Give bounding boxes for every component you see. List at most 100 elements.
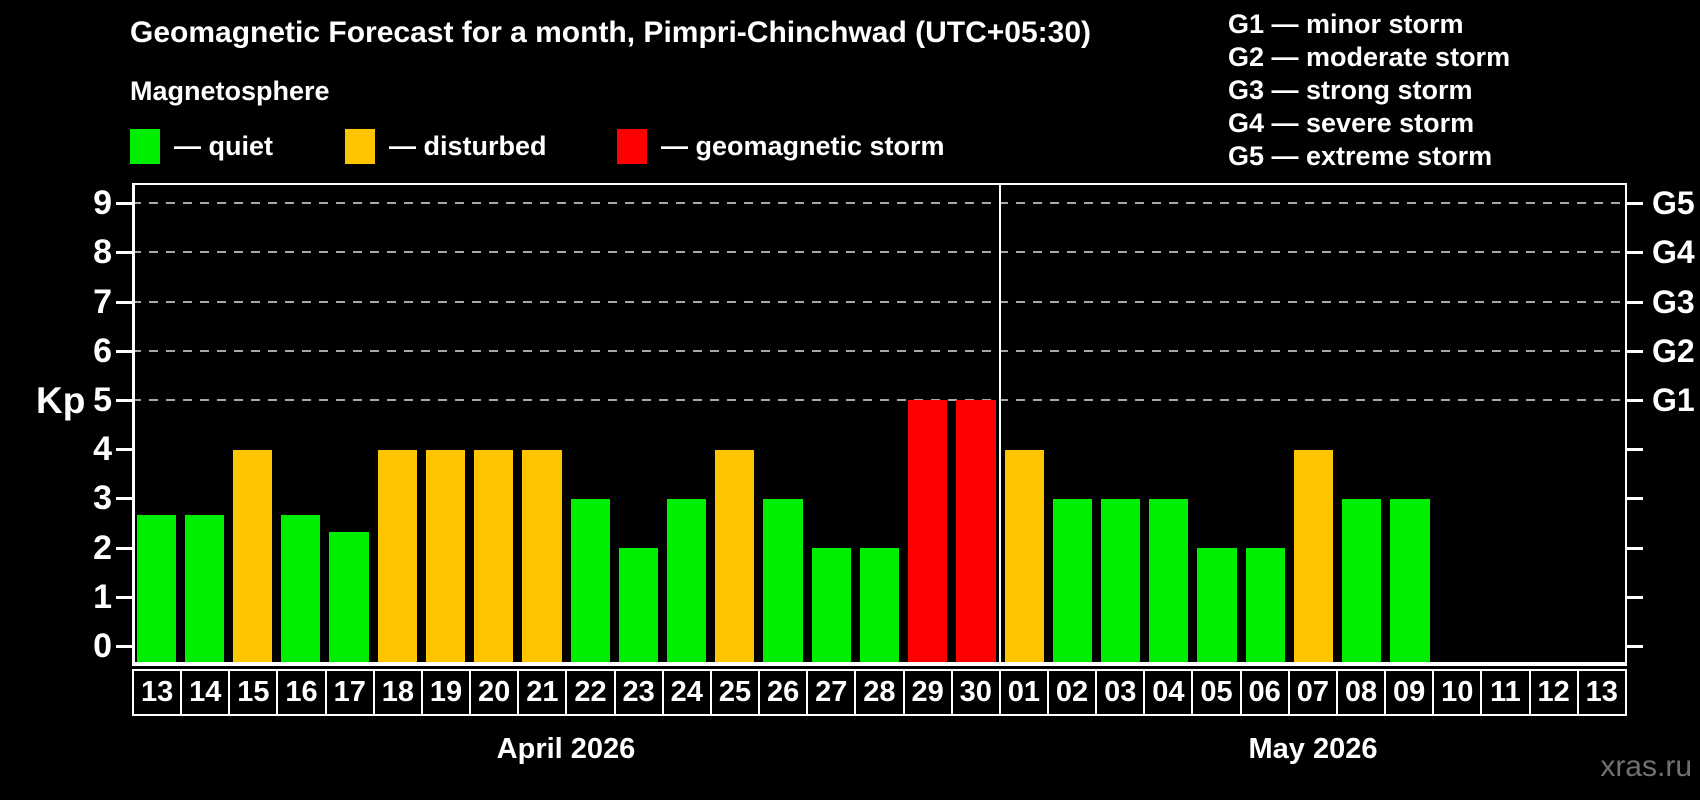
kp-bar-28-quiet [859,547,900,666]
right-axis-label-g5: G5 [1652,185,1695,222]
legend-label-storm: — geomagnetic storm [661,131,945,161]
kp-bar-29-storm [908,400,948,666]
kp-bar-15-disturbed [232,449,273,666]
day-cell-17: 17 [324,669,375,716]
day-cell-02: 02 [1046,669,1098,716]
day-cell-19: 19 [420,669,472,716]
y-axis-label-5: 5 [93,381,112,419]
day-cell-03: 03 [1095,669,1146,716]
month-separator-line [999,183,1002,666]
kp-bar-22-quiet [570,498,610,666]
day-cell-12: 12 [1528,669,1579,716]
left-tick-3 [116,497,132,501]
day-cell-14: 14 [180,669,231,716]
day-cell-01: 01 [998,669,1049,716]
magnetosphere-label: Magnetosphere [130,76,330,106]
gridline-kp8 [132,251,1627,254]
y-axis-label-1: 1 [93,577,112,616]
g-legend-line-g2: G2 — moderate storm [1228,42,1511,72]
day-cell-13: 13 [132,669,183,716]
right-tick-8 [1627,251,1643,255]
day-cell-30: 30 [950,669,1001,716]
left-tick-4 [116,448,132,452]
kp-bar-21-disturbed [522,449,562,666]
kp-bar-26-quiet [763,498,803,666]
kp-bar-04-quiet [1149,498,1189,666]
kp-bar-25-disturbed [715,449,755,666]
day-cell-26: 26 [758,669,809,716]
month-label-april: April 2026 [496,733,636,765]
y-axis-title: Kp [36,380,86,421]
gridline-kp6 [132,349,1627,352]
legend-label-quiet: — quiet [174,131,273,161]
g-legend-line-g1: G1 — minor storm [1228,9,1464,39]
left-tick-9 [116,202,132,206]
kp-bar-07-disturbed [1293,449,1334,666]
day-cell-22: 22 [565,669,616,716]
storm-swatch-icon [617,129,647,164]
day-cell-11: 11 [1480,669,1531,716]
kp-bar-18-disturbed [377,449,417,666]
legend-item-storm: — geomagnetic storm [617,129,945,164]
left-tick-5 [116,399,132,402]
y-axis-label-9: 9 [93,184,112,223]
kp-bar-20-disturbed [474,449,514,666]
day-cell-13: 13 [1576,669,1627,716]
g-legend-line-g4: G4 — severe storm [1228,108,1475,138]
day-cell-25: 25 [709,669,761,716]
kp-bar-08-quiet [1342,498,1382,666]
day-cell-27: 27 [806,669,857,716]
day-cell-20: 20 [469,669,520,716]
right-tick-6 [1627,349,1643,353]
left-tick-6 [116,349,132,353]
kp-bar-23-quiet [618,547,658,666]
kp-bar-14-quiet [184,514,224,666]
legend-item-quiet: — quiet [130,129,273,164]
left-tick-2 [116,546,132,550]
y-axis-label-0: 0 [93,627,112,665]
day-cell-24: 24 [661,669,712,716]
right-tick-0 [1627,645,1643,648]
legend-item-disturbed: — disturbed [345,129,547,164]
right-tick-9 [1627,202,1643,206]
kp-bar-01-disturbed [1004,449,1044,666]
gridline-kp7 [132,300,1627,303]
day-cell-07: 07 [1287,669,1338,716]
day-axis-strip: 13 14 15 16 17 18 19 20 21 22 23 24 25 26 27 28 29 30 01 02… [132,669,1627,716]
day-cell-04: 04 [1143,669,1194,716]
disturbed-swatch-icon [345,129,375,164]
right-axis-label-g1: G1 [1652,382,1695,418]
kp-bar-06-quiet [1245,547,1285,666]
y-axis-label-8: 8 [93,233,112,272]
kp-bar-09-quiet [1390,498,1430,666]
kp-bar-03-quiet [1101,498,1141,666]
right-axis-label-g3: G3 [1652,283,1695,320]
left-tick-7 [116,300,132,304]
gridline-kp5 [132,399,1627,401]
kp-bar-19-disturbed [425,449,466,666]
legend-label-disturbed: — disturbed [389,131,547,161]
day-cell-09: 09 [1384,669,1435,716]
right-tick-5 [1627,399,1643,402]
y-axis-label-7: 7 [93,282,112,321]
kp-bar-02-quiet [1052,498,1092,666]
day-cell-18: 18 [372,669,423,716]
left-tick-8 [116,251,132,255]
kp-bar-17-quiet [329,531,369,666]
right-tick-2 [1627,546,1643,550]
month-label-may: May 2026 [1248,733,1378,765]
left-tick-1 [116,595,132,599]
watermark: xras.ru [1600,750,1692,783]
y-axis-label-4: 4 [93,430,112,469]
kp-bar-16-quiet [281,514,321,666]
day-cell-08: 08 [1335,669,1387,716]
day-cell-21: 21 [517,669,568,716]
day-cell-05: 05 [1191,669,1242,716]
plot-area [132,183,1627,666]
right-tick-1 [1627,595,1643,599]
kp-bar-30-storm [956,400,996,666]
y-axis-label-6: 6 [93,331,112,370]
right-axis-label-g2: G2 [1652,332,1695,369]
right-tick-4 [1627,448,1643,452]
